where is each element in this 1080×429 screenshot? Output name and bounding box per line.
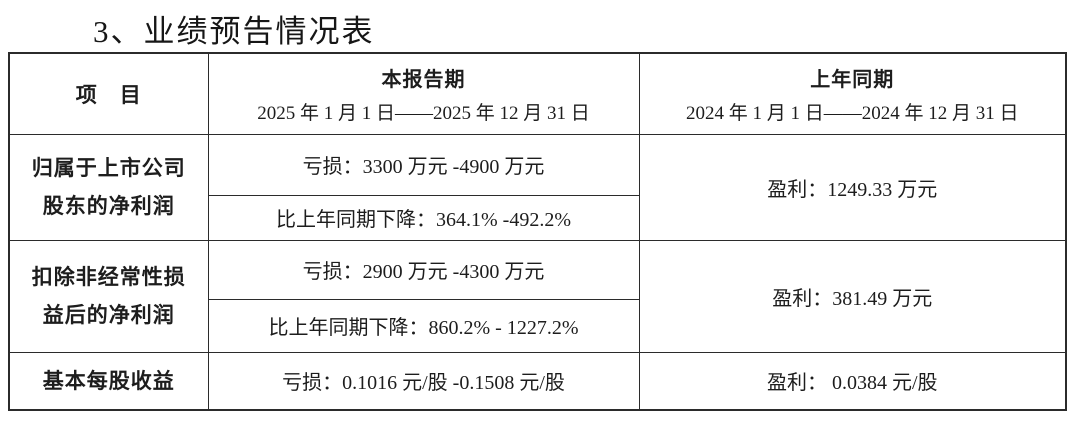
column-header-item: 项 目 [8, 52, 209, 135]
column-header-prior-period: 上年同期 2024 年 1 月 1 日——2024 年 12 月 31 日 [638, 52, 1067, 135]
row-label-net-profit-attributable: 归属于上市公司 股东的净利润 [8, 133, 209, 241]
current-period-title: 本报告期 [381, 68, 466, 91]
deducted-profit-current-loss-value: 亏损：2900 万元 -4300 万元 [207, 239, 640, 300]
current-period-range: 2025 年 1 月 1 日——2025 年 12 月 31 日 [257, 103, 590, 124]
performance-forecast-table: 项 目 本报告期 2025 年 1 月 1 日——2025 年 12 月 31 … [8, 52, 1067, 411]
page-title: 3、业绩预告情况表 [93, 14, 375, 49]
table-header-row: 项 目 本报告期 2025 年 1 月 1 日——2025 年 12 月 31 … [8, 52, 1067, 135]
table-row-basic-eps: 基本每股收益 亏损：0.1016 元/股 -0.1508 元/股 盈利： 0.0… [8, 351, 1067, 411]
column-header-current-period: 本报告期 2025 年 1 月 1 日——2025 年 12 月 31 日 [207, 52, 640, 135]
basic-eps-prior-profit-value: 盈利： 0.0384 元/股 [638, 351, 1067, 411]
prior-period-title: 上年同期 [810, 68, 895, 91]
prior-period-range: 2024 年 1 月 1 日——2024 年 12 月 31 日 [685, 103, 1019, 124]
basic-eps-current-loss-value: 亏损：0.1016 元/股 -0.1508 元/股 [207, 351, 640, 411]
net-profit-current-loss-value: 亏损：3300 万元 -4900 万元 [207, 133, 640, 196]
row-label-net-profit-excluding-nonrecurring: 扣除非经常性损 益后的净利润 [8, 239, 209, 353]
table-row-deducted-profit-change: 比上年同期下降：860.2% - 1227.2% [9, 298, 1066, 353]
net-profit-yoy-decline-value: 比上年同期下降：364.1% -492.2% [207, 194, 640, 241]
deducted-profit-yoy-decline-value: 比上年同期下降：860.2% - 1227.2% [207, 298, 640, 353]
net-profit-prior-profit-value: 盈利：1249.33 万元 [638, 133, 1067, 241]
table-row-net-profit-change: 比上年同期下降：364.1% -492.2% [9, 194, 1066, 241]
current-period-header-box: 本报告期 2025 年 1 月 1 日——2025 年 12 月 31 日 [209, 55, 639, 132]
prior-period-header-box: 上年同期 2024 年 1 月 1 日——2024 年 12 月 31 日 [640, 55, 1066, 132]
row-label-basic-eps: 基本每股收益 [8, 351, 209, 411]
deducted-profit-prior-profit-value: 盈利：381.49 万元 [638, 239, 1067, 353]
table-row-net-profit-loss: 归属于上市公司 股东的净利润 亏损：3300 万元 -4900 万元 盈利：12… [8, 133, 1067, 241]
table-row-deducted-profit-loss: 扣除非经常性损 益后的净利润 亏损：2900 万元 -4300 万元 盈利：38… [8, 239, 1067, 353]
